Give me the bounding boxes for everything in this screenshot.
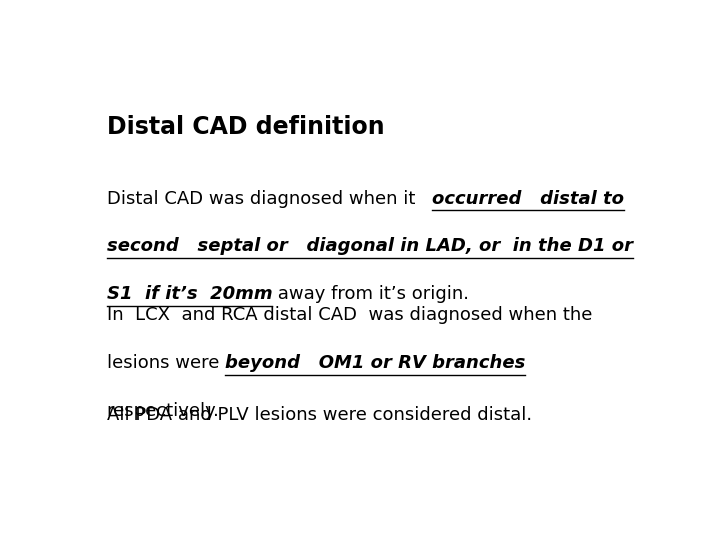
Text: Distal CAD definition: Distal CAD definition: [107, 114, 384, 139]
Text: second   septal or   diagonal in LAD, or  in the D1 or: second septal or diagonal in LAD, or in …: [107, 238, 633, 255]
Text: away from it’s origin.: away from it’s origin.: [272, 285, 469, 303]
Text: occurred   distal to: occurred distal to: [433, 190, 624, 207]
Text: Distal CAD was diagnosed when it: Distal CAD was diagnosed when it: [107, 190, 433, 207]
Text: In  LCX  and RCA distal CAD  was diagnosed when the: In LCX and RCA distal CAD was diagnosed …: [107, 306, 592, 324]
Text: respectively.: respectively.: [107, 402, 220, 420]
Text: All PDA and PLV lesions were considered distal.: All PDA and PLV lesions were considered …: [107, 406, 532, 424]
Text: beyond   OM1 or RV branches: beyond OM1 or RV branches: [225, 354, 526, 372]
Text: S1  if it’s  20mm: S1 if it’s 20mm: [107, 285, 272, 303]
Text: lesions were: lesions were: [107, 354, 225, 372]
